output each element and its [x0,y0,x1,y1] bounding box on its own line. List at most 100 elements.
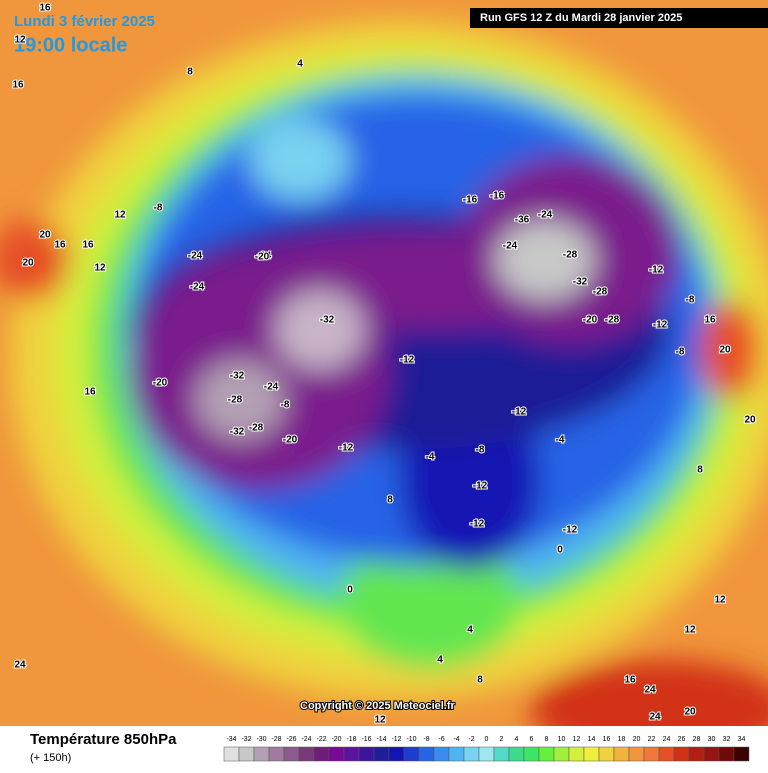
colorbar-tick-label: -10 [406,736,416,743]
contour-label: 0 [557,545,563,556]
colorbar-swatch [538,746,555,762]
colorbar-swatch [448,746,465,762]
colorbar-tick-label: -8 [423,736,429,743]
contour-label: -28 [249,423,264,434]
contour-label: -8 [154,203,163,214]
contour-label: -8 [676,347,685,358]
colorbar-swatch [373,746,390,762]
contour-label: 16 [12,80,24,91]
contour-label: -8 [476,445,485,456]
run-info: Run GFS 12 Z du Mardi 28 janvier 2025 [480,12,682,24]
contour-label: -24 [503,241,518,252]
contour-label: -24 [190,282,205,293]
contour-label: 20 [22,258,34,269]
colorbar-swatch [298,746,315,762]
contour-label: -20 [583,315,598,326]
contour-label: 16 [54,240,66,251]
colorbar-tick-label: -12 [391,736,401,743]
contour-label: -12 [400,355,415,366]
contour-label: -12 [649,265,664,276]
colorbar-tick-label: -18 [346,736,356,743]
contour-label: -24 [257,251,272,262]
contour-label: -28 [605,315,620,326]
colorbar-tick-label: 6 [530,736,534,743]
colorbar-tick-label: -4 [453,736,459,743]
contour-label: 16 [39,3,51,14]
colorbar-swatch [268,746,285,762]
colorbar-swatch [358,746,375,762]
colorbar-swatch [718,746,735,762]
colorbar-swatch [223,746,240,762]
contour-label: 8 [697,465,703,476]
colorbar-swatch [508,746,525,762]
colorbar-tick-label: 12 [573,736,581,743]
contour-label: 16 [624,675,636,686]
colorbar-tick-label: -28 [271,736,281,743]
colorbar-tick-label: 16 [603,736,611,743]
colorbar-tick-label: 18 [618,736,626,743]
colorbar-tick-label: 0 [485,736,489,743]
contour-label: -4 [556,435,565,446]
contour-label: -32 [573,277,588,288]
contour-label: -12 [339,443,354,454]
run-box [470,8,768,28]
contour-label: -20 [153,378,168,389]
colorbar-swatch [733,746,750,762]
contour-label: -20 [283,435,298,446]
contour-label: 12 [714,595,726,606]
contour-label: -12 [470,519,485,530]
contour-label: 8 [477,675,483,686]
colorbar: -34 -32 -30 -28 -26 -24 -22 -20 -18 -16 -14 -12 -10-… [223,736,750,762]
contour-label: 0 [347,585,353,596]
colorbar-swatch [253,746,270,762]
colorbar-swatch [643,746,660,762]
contour-label: -16 [490,191,505,202]
colorbar-tick-label: -6 [438,736,444,743]
contour-label: 24 [644,685,656,696]
contour-label: 8 [387,495,393,506]
colorbar-tick-label: 34 [738,736,746,743]
colorbar-swatch [313,746,330,762]
colorbar-tick-label: 30 [708,736,716,743]
contour-label: 20 [39,230,51,241]
colorbar-tick-label: -20 [331,736,341,743]
contour-label: -28 [228,395,243,406]
colorbar-tick-label: -32 [241,736,251,743]
contour-label: -32 [230,427,245,438]
colorbar-tick-label: 22 [648,736,656,743]
contour-label: -32 [230,371,245,382]
contour-label: 16 [704,315,716,326]
contour-label: -28 [563,250,578,261]
footer-lead: (+ 150h) [30,752,71,764]
colorbar-tick-label: -24 [301,736,311,743]
contour-label: 8 [187,67,193,78]
contour-label: -24 [264,382,279,393]
contour-label: 12 [114,210,126,221]
colorbar-swatch [613,746,630,762]
colorbar-swatch [478,746,495,762]
copyright: Copyright © 2025 Meteociel.fr [300,700,456,712]
colorbar-tick-label: -30 [256,736,266,743]
contour-label: 16 [84,387,96,398]
colorbar-swatch [238,746,255,762]
contour-label: 24 [649,712,661,723]
colorbar-tick-label: -14 [376,736,386,743]
colorbar-tick-label: 24 [663,736,671,743]
colorbar-tick-label: 20 [633,736,641,743]
colorbar-tick-label: 2 [500,736,504,743]
contour-label: -28 [593,287,608,298]
contour-label: -20 [255,252,270,263]
contour-label: -4 [426,452,435,463]
colorbar-swatch [388,746,405,762]
contour-label: 20 [719,345,731,356]
colorbar-swatch [403,746,420,762]
contour-label: -12 [473,481,488,492]
colorbar-swatch [433,746,450,762]
contour-label: 16 [82,240,94,251]
colorbar-swatch [283,746,300,762]
valid-date: Lundi 3 février 2025 [14,13,155,30]
footer-title: Température 850hPa [30,731,177,748]
colorbar-tick-label: -16 [361,736,371,743]
